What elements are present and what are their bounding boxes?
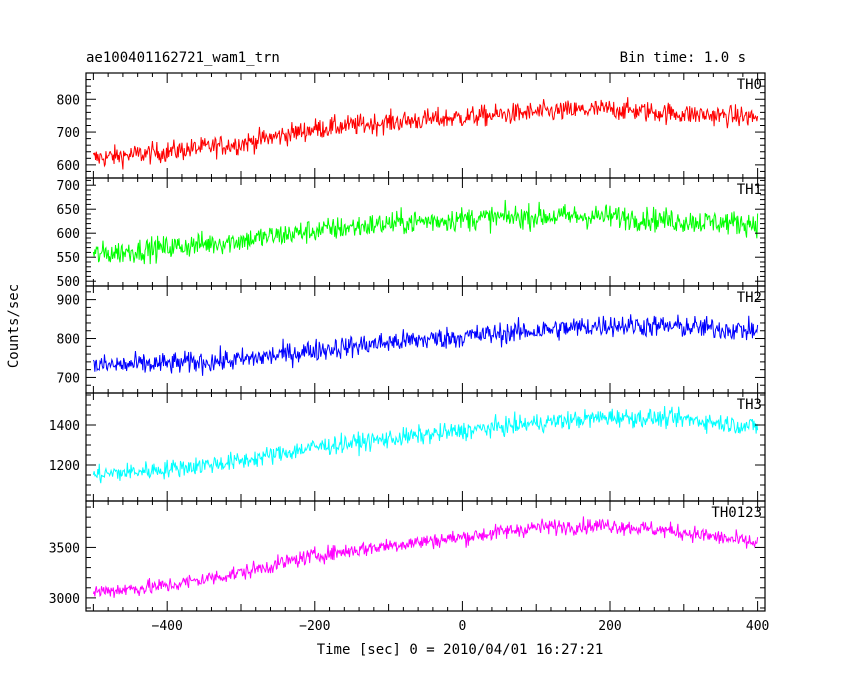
series-line-th3 <box>92 406 759 484</box>
y-tick-label: 3500 <box>49 541 80 556</box>
panel-label-th0123: TH0123 <box>711 505 762 521</box>
panel-label-th3: TH3 <box>737 397 762 413</box>
chart-title: ae100401162721_wam1_trn <box>86 50 280 66</box>
y-tick-label: 600 <box>57 159 80 174</box>
panel-th3: 1200 1400 TH3 <box>49 392 766 502</box>
series-line-th1 <box>92 199 759 265</box>
y-tick-label: 700 <box>57 126 80 141</box>
panel-th0123: 3000 3500 TH0123 −400 −200 0 200 400 <box>49 500 769 634</box>
y-tick-label: 700 <box>57 179 80 194</box>
panel-frame <box>85 177 766 287</box>
panels-group: 600 700 800 TH0 500 550 600 650 700 TH1 700 800 900 T… <box>49 72 769 634</box>
panel-th0: 600 700 800 TH0 <box>57 72 766 179</box>
y-tick-label: 550 <box>57 251 80 266</box>
y-tick-label: 1200 <box>49 459 80 474</box>
series-line-th0123 <box>92 516 759 598</box>
x-tick-label: −400 <box>152 619 183 634</box>
x-tick-label: 200 <box>598 619 621 634</box>
series-line-th0 <box>92 97 759 170</box>
x-tick-label: 400 <box>746 619 769 634</box>
y-tick-label: 600 <box>57 227 80 242</box>
y-axis-label: Counts/sec <box>6 284 22 368</box>
y-tick-label: 1400 <box>49 419 80 434</box>
x-tick-label: 0 <box>458 619 466 634</box>
panel-th2: 700 800 900 TH2 <box>57 285 766 394</box>
y-tick-label: 900 <box>57 294 80 309</box>
y-tick-label: 650 <box>57 203 80 218</box>
panel-frame <box>85 500 766 612</box>
panel-label-th2: TH2 <box>737 290 762 306</box>
y-tick-label: 3000 <box>49 592 80 607</box>
panel-frame <box>85 392 766 502</box>
x-tick-label: −200 <box>299 619 330 634</box>
panel-label-th1: TH1 <box>737 182 762 198</box>
panel-label-th0: TH0 <box>737 77 762 93</box>
y-tick-label: 800 <box>57 93 80 108</box>
x-axis-label: Time [sec] 0 = 2010/04/01 16:27:21 <box>317 642 604 658</box>
panel-th1: 500 550 600 650 700 TH1 <box>57 177 766 290</box>
y-tick-label: 800 <box>57 333 80 348</box>
panel-frame <box>85 72 766 179</box>
y-tick-label: 700 <box>57 371 80 386</box>
bin-time-label: Bin time: 1.0 s <box>620 50 746 66</box>
series-line-th2 <box>92 314 759 376</box>
y-tick-label: 500 <box>57 275 80 290</box>
